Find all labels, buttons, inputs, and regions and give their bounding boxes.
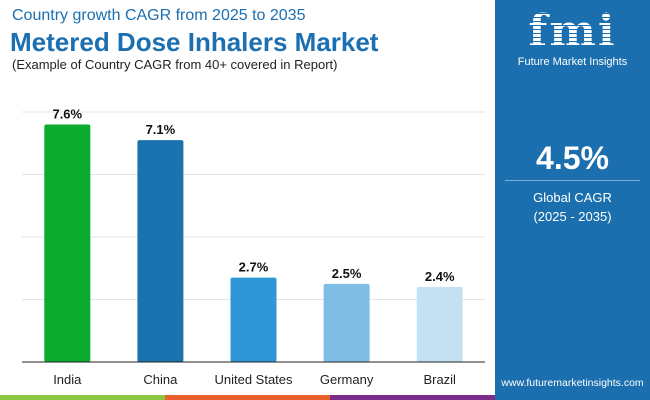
- x-tick-label: Germany: [320, 372, 374, 387]
- x-tick-label: China: [143, 372, 178, 387]
- x-tick-label: India: [53, 372, 82, 387]
- stripe-green: [0, 395, 165, 400]
- chart-note: (Example of Country CAGR from 40+ covere…: [12, 57, 338, 72]
- data-label: 2.7%: [239, 260, 269, 275]
- stripe-purple: [330, 395, 495, 400]
- bar-chart: 7.6% India 7.1% China 2.7% United States 2.5% G…: [22, 107, 485, 387]
- fmi-logo: fmi Future Market Insights: [495, 6, 650, 68]
- x-tick-label: Brazil: [423, 372, 456, 387]
- bar-india: [44, 124, 91, 362]
- bar-germany: [323, 283, 370, 362]
- chart-subtitle: Country growth CAGR from 2025 to 2035: [12, 7, 306, 24]
- website-link[interactable]: www.futuremarketinsights.com: [501, 377, 644, 389]
- data-label: 2.4%: [425, 269, 455, 284]
- bar-china: [137, 140, 184, 362]
- bar-brazil: [416, 287, 463, 362]
- sidebar-panel: fmi Future Market Insights 4.5% Global C…: [495, 0, 650, 400]
- data-label: 7.1%: [146, 122, 176, 137]
- global-cagr-label: Global CAGR (2025 - 2035): [495, 188, 650, 226]
- divider: [505, 180, 640, 181]
- data-label: 2.5%: [332, 266, 362, 281]
- chart-title: Metered Dose Inhalers Market: [10, 27, 379, 57]
- x-tick-label: United States: [214, 372, 293, 387]
- data-label: 7.6%: [52, 107, 82, 122]
- stripe-orange: [165, 395, 330, 400]
- global-cagr-period: (2025 - 2035): [533, 209, 612, 224]
- bar-united-states: [230, 277, 277, 362]
- logo-mark: fmi: [495, 6, 650, 58]
- logo-caption: Future Market Insights: [517, 56, 628, 68]
- global-cagr-value: 4.5%: [536, 140, 609, 176]
- global-cagr-text: Global CAGR: [533, 190, 612, 205]
